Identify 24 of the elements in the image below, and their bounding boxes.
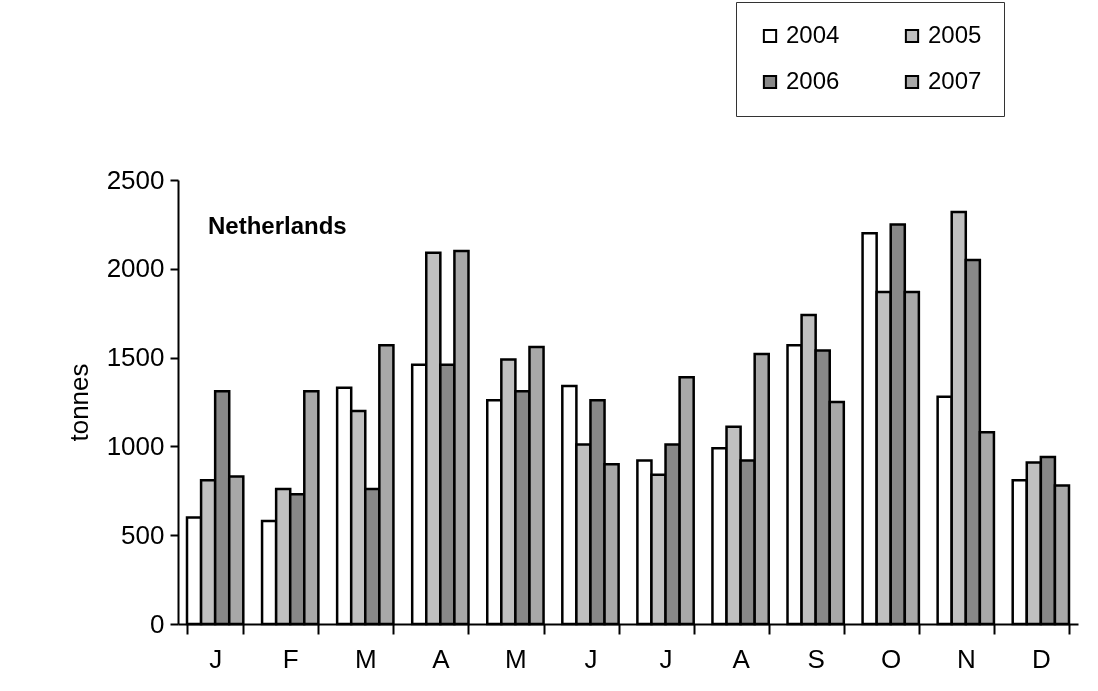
x-tick-label: S: [807, 643, 825, 674]
x-tick-label: A: [732, 643, 751, 674]
x-tick-label: M: [354, 643, 377, 674]
y-tick-label: 2000: [106, 253, 165, 284]
legend-label: 2004: [786, 21, 840, 48]
x-tick-label: A: [432, 643, 451, 674]
x-tick-label: D: [1031, 643, 1051, 674]
x-tick-label: N: [956, 643, 976, 674]
legend-label: 2005: [928, 21, 982, 48]
legend-label: 2007: [928, 67, 982, 94]
y-tick-label: 1000: [106, 430, 165, 461]
y-tick-label: 1500: [106, 342, 165, 373]
x-tick-label: O: [881, 643, 902, 674]
x-tick-label: J: [584, 643, 598, 674]
x-tick-label: J: [209, 643, 223, 674]
x-tick-label: M: [505, 643, 527, 674]
x-tick-label: J: [659, 643, 673, 674]
x-tick-label: F: [282, 643, 299, 674]
annotation: Netherlands: [208, 212, 347, 239]
y-tick-label: 2500: [106, 164, 165, 195]
y-axis-title: tonnes: [63, 363, 94, 442]
y-tick-label: 500: [121, 519, 165, 550]
legend-label: 2006: [786, 67, 840, 94]
y-tick-label: 0: [150, 608, 165, 639]
